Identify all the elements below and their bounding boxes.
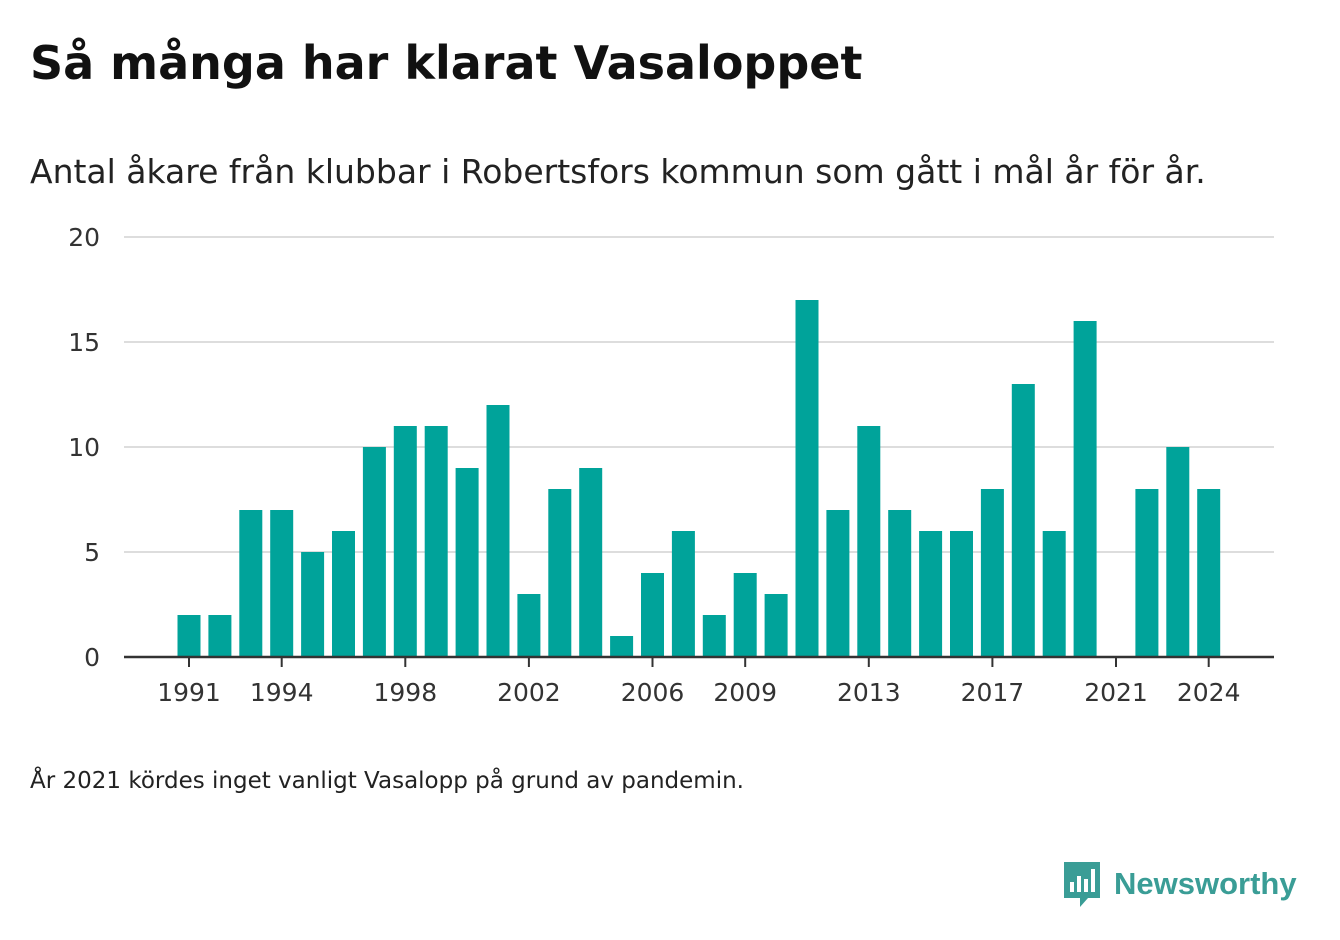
x-tick-label: 2002 bbox=[497, 678, 561, 707]
bar-2007 bbox=[671, 531, 695, 657]
bar-2010 bbox=[764, 594, 788, 657]
y-tick-label: 10 bbox=[68, 433, 100, 462]
x-tick-label: 2006 bbox=[621, 678, 685, 707]
chart-subtitle: Antal åkare från klubbar i Robertsfors k… bbox=[30, 152, 1206, 191]
bar-2017 bbox=[980, 489, 1004, 657]
bar-1991 bbox=[177, 615, 201, 657]
y-tick-label: 0 bbox=[84, 643, 100, 672]
bar-2020 bbox=[1073, 321, 1097, 657]
brand-logo: Newsworthy bbox=[1062, 860, 1297, 908]
bar-1992 bbox=[208, 615, 232, 657]
x-tick-label: 1994 bbox=[250, 678, 314, 707]
bar-2009 bbox=[733, 573, 757, 657]
x-tick-label: 2009 bbox=[713, 678, 777, 707]
brand-name: Newsworthy bbox=[1114, 866, 1297, 901]
bar-1999 bbox=[424, 426, 448, 657]
x-tick-label: 2024 bbox=[1177, 678, 1241, 707]
bar-2002 bbox=[517, 594, 541, 657]
bar-2012 bbox=[826, 510, 850, 657]
bar-2000 bbox=[455, 468, 479, 657]
bar-1997 bbox=[362, 447, 386, 657]
bar-2016 bbox=[950, 531, 973, 657]
bar-chart: 0 5 10 15 20 1991 1994 1998 2002 2006 2009 2013 2017… bbox=[68, 223, 1274, 707]
newsworthy-chart-bubble-icon bbox=[1064, 862, 1100, 907]
x-tick-label: 1991 bbox=[157, 678, 221, 707]
bar-2022 bbox=[1135, 489, 1159, 657]
bar-2018 bbox=[1011, 384, 1035, 657]
bar-2015 bbox=[919, 531, 943, 657]
bar-2019 bbox=[1042, 531, 1066, 657]
bar-2014 bbox=[888, 510, 912, 657]
bar-2011 bbox=[795, 300, 819, 657]
x-tick-label: 2017 bbox=[961, 678, 1025, 707]
x-tick-label: 1998 bbox=[373, 678, 437, 707]
bar-1996 bbox=[332, 531, 355, 657]
bar-2008 bbox=[702, 615, 726, 657]
bar-2006 bbox=[641, 573, 664, 657]
bar-2001 bbox=[486, 405, 510, 657]
bar-1995 bbox=[301, 552, 325, 657]
bar-1993 bbox=[239, 510, 263, 657]
bar-2023 bbox=[1166, 447, 1190, 657]
y-tick-label: 20 bbox=[68, 223, 100, 252]
bar-2024 bbox=[1197, 489, 1221, 657]
y-tick-label: 5 bbox=[84, 538, 100, 567]
bar-1998 bbox=[393, 426, 417, 657]
bar-2013 bbox=[857, 426, 881, 657]
bar-2005 bbox=[610, 636, 634, 657]
chart-title: Så många har klarat Vasaloppet bbox=[30, 36, 863, 90]
footnote: År 2021 kördes inget vanligt Vasalopp på… bbox=[30, 768, 744, 794]
bar-2004 bbox=[579, 468, 603, 657]
y-tick-label: 15 bbox=[68, 328, 100, 357]
bar-1994 bbox=[270, 510, 294, 657]
x-tick-label: 2013 bbox=[837, 678, 901, 707]
x-tick-label: 2021 bbox=[1084, 678, 1148, 707]
bar-2003 bbox=[548, 489, 572, 657]
